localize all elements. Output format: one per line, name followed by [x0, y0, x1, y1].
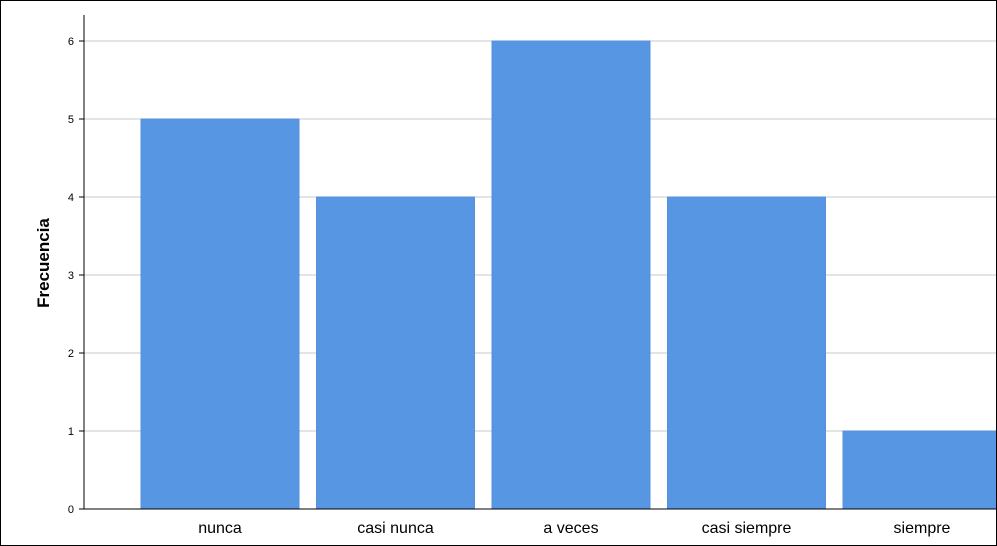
y-tick-label: 1 — [68, 426, 74, 438]
x-tick-label: nunca — [198, 520, 242, 537]
y-tick-label: 6 — [68, 36, 74, 48]
bar — [842, 430, 996, 510]
bar — [140, 118, 300, 510]
x-tick-label: casi siempre — [702, 520, 792, 537]
bar — [667, 196, 826, 510]
y-tick-label: 2 — [68, 348, 74, 360]
y-axis-label: Frecuencia — [34, 218, 53, 308]
y-tick-label: 3 — [68, 270, 74, 282]
y-tick-label: 4 — [68, 192, 74, 204]
bars — [140, 40, 996, 510]
x-tick-label: casi nunca — [357, 520, 434, 537]
x-tick-label: siempre — [894, 520, 951, 537]
axes — [79, 15, 996, 510]
y-tick-label: 5 — [68, 114, 74, 126]
x-tick-labels: nunca casi nunca a veces casi siempre siempr… — [198, 520, 950, 537]
bar — [491, 40, 651, 510]
x-tick-label: a veces — [543, 520, 598, 537]
y-tick-label: 0 — [68, 504, 74, 516]
y-tick-labels: 0 1 2 3 4 5 6 — [68, 36, 74, 516]
bar — [316, 196, 475, 510]
